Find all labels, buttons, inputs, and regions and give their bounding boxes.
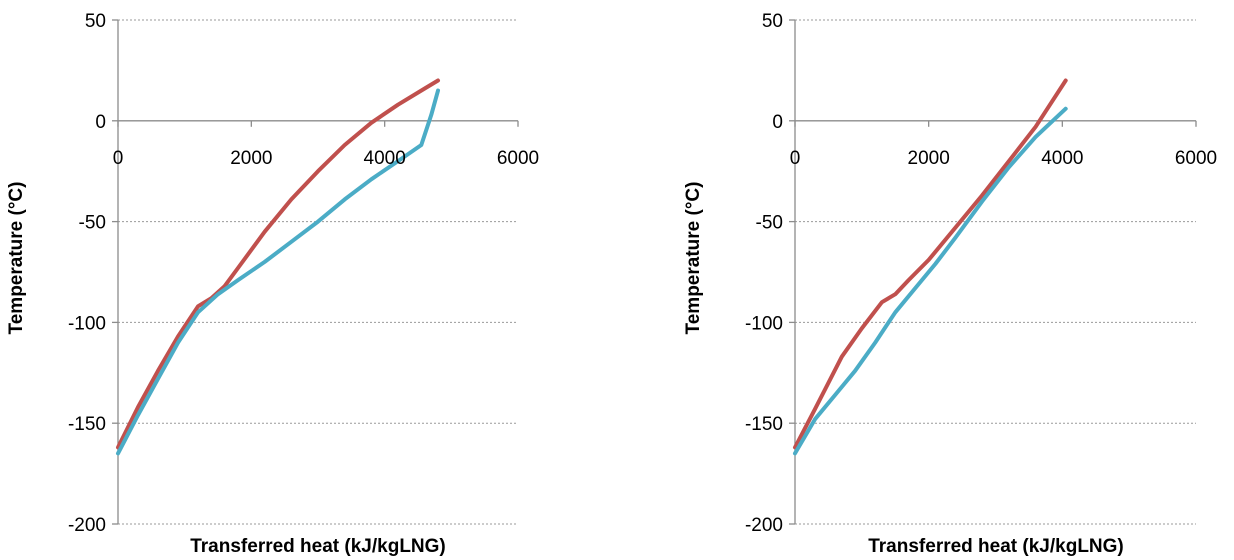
right-series bbox=[795, 81, 1066, 454]
left-y-axis-title: Temperature (°C) bbox=[6, 182, 27, 335]
left-tick-labels: 50 0 -50 -100 -150 -200 0 2000 4000 6000 bbox=[68, 11, 539, 536]
right-y-tick-label: 0 bbox=[772, 112, 783, 133]
left-y-tick-label: -200 bbox=[68, 515, 106, 536]
left-x-tick-label: 4000 bbox=[364, 148, 406, 169]
left-x-tick-label: 2000 bbox=[230, 148, 272, 169]
left-x-tick-label: 6000 bbox=[497, 148, 539, 169]
right-y-tick-label: -100 bbox=[745, 313, 783, 334]
right-x-tick-label: 4000 bbox=[1041, 148, 1083, 169]
left-y-tick-label: -50 bbox=[79, 213, 106, 234]
right-y-axis-title: Temperature (°C) bbox=[683, 182, 704, 335]
right-x-tick-label: 6000 bbox=[1175, 148, 1217, 169]
left-y-tick-label: -100 bbox=[68, 313, 106, 334]
right-y-tick-label: -50 bbox=[756, 213, 783, 234]
right-x-tick-label: 0 bbox=[790, 148, 801, 169]
right-x-axis-title: Transferred heat (kJ/kgLNG) bbox=[868, 536, 1124, 557]
left-gridlines bbox=[118, 20, 518, 524]
right-gridlines bbox=[795, 20, 1196, 524]
right-tick-labels: 50 0 -50 -100 -150 -200 0 2000 4000 6000 bbox=[745, 11, 1217, 536]
left-axes bbox=[112, 20, 518, 524]
left-x-axis-title: Transferred heat (kJ/kgLNG) bbox=[190, 536, 446, 557]
right-x-tick-label: 2000 bbox=[908, 148, 950, 169]
right-y-tick-label: -200 bbox=[745, 515, 783, 536]
right-y-tick-label: 50 bbox=[762, 11, 783, 32]
left-series bbox=[118, 81, 438, 454]
chart-right: 50 0 -50 -100 -150 -200 0 2000 4000 6000 Transfer… bbox=[683, 11, 1217, 557]
right-y-tick-label: -150 bbox=[745, 414, 783, 435]
right-axes bbox=[789, 20, 1196, 524]
left-x-tick-label: 0 bbox=[113, 148, 124, 169]
left-series-line-2 bbox=[118, 91, 438, 454]
chart-left: 50 0 -50 -100 -150 -200 0 2000 4000 6000 Transfer… bbox=[6, 11, 539, 557]
left-y-tick-label: -150 bbox=[68, 414, 106, 435]
left-series-line-1 bbox=[118, 81, 438, 448]
left-y-tick-label: 50 bbox=[85, 11, 106, 32]
left-y-tick-label: 0 bbox=[95, 112, 106, 133]
